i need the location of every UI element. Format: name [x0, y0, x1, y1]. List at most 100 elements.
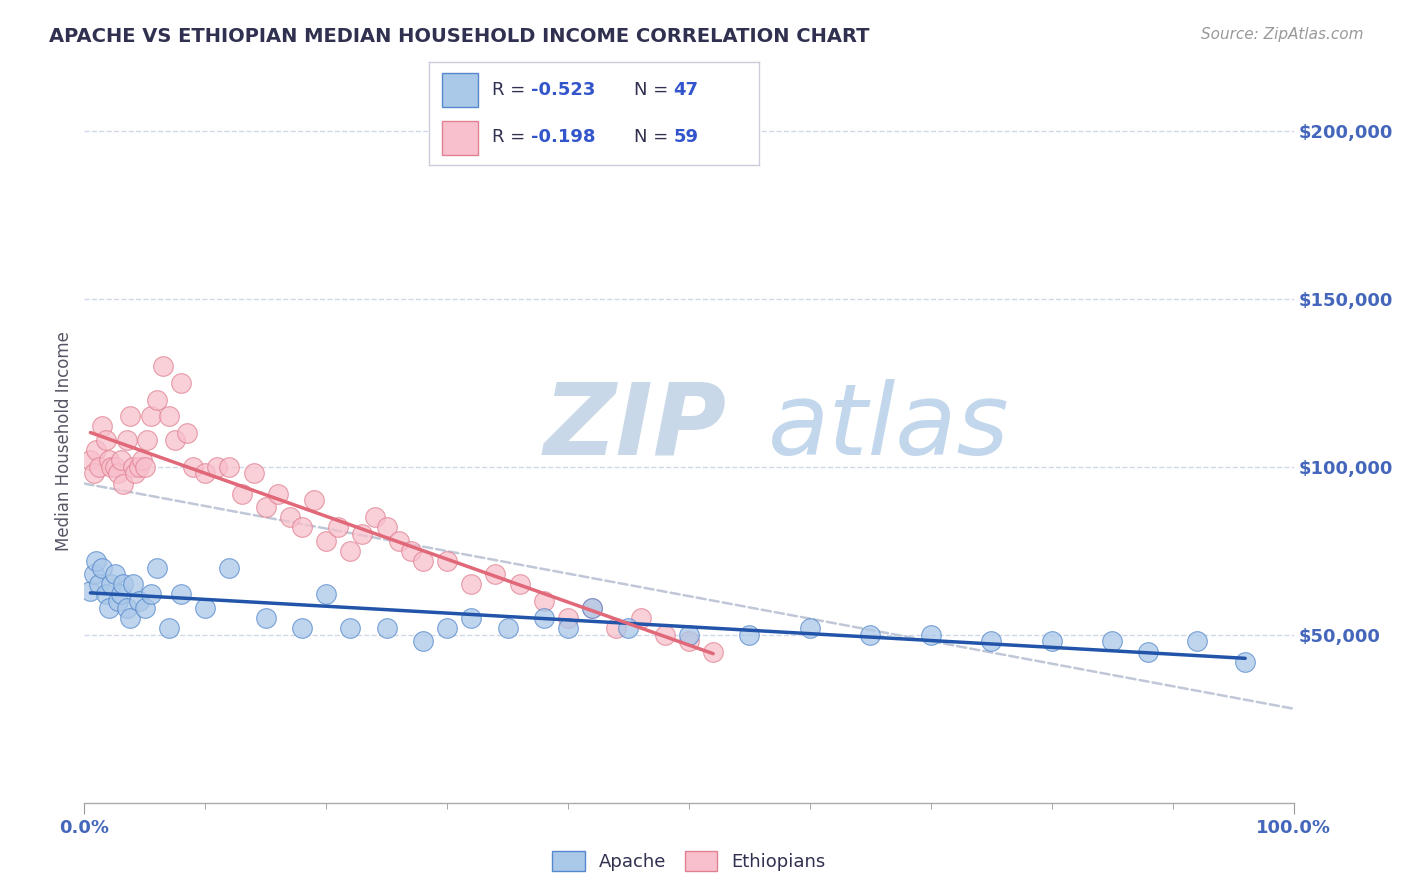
Point [1234, 655, 1257, 669]
Text: N =: N = [634, 128, 673, 146]
Point [509, 577, 531, 591]
Point [136, 433, 159, 447]
Text: -0.523: -0.523 [531, 81, 596, 99]
Point [124, 467, 146, 481]
Text: -0.198: -0.198 [531, 128, 596, 146]
Point [557, 621, 579, 635]
Text: 47: 47 [673, 81, 699, 99]
Point [121, 459, 143, 474]
Point [120, 611, 142, 625]
Point [115, 433, 138, 447]
Point [315, 533, 337, 548]
Point [97, 600, 120, 615]
Point [97, 453, 120, 467]
Point [484, 567, 506, 582]
Point [146, 560, 169, 574]
Point [146, 392, 169, 407]
Point [581, 600, 603, 615]
Point [412, 634, 434, 648]
Point [207, 459, 229, 474]
Point [799, 621, 821, 635]
Point [436, 554, 458, 568]
Point [152, 359, 174, 373]
Point [291, 621, 314, 635]
Point [79, 453, 101, 467]
Point [128, 594, 150, 608]
Point [91, 419, 114, 434]
Point [291, 520, 314, 534]
Point [170, 376, 193, 390]
Point [94, 433, 117, 447]
Point [496, 621, 519, 635]
Y-axis label: Median Household Income: Median Household Income [55, 332, 73, 551]
Point [339, 543, 361, 558]
Point [1185, 634, 1208, 648]
Point [254, 500, 277, 514]
Point [86, 442, 108, 457]
Point [980, 634, 1002, 648]
Point [328, 520, 350, 534]
Point [375, 621, 398, 635]
Point [194, 600, 217, 615]
Point [363, 510, 385, 524]
Point [107, 467, 129, 481]
Point [121, 577, 143, 591]
Point [218, 560, 240, 574]
Point [533, 611, 555, 625]
Text: ZIP: ZIP [544, 378, 727, 475]
Point [87, 577, 110, 591]
Point [104, 567, 127, 582]
Point [242, 467, 264, 481]
Point [375, 520, 398, 534]
Point [412, 554, 434, 568]
Point [94, 587, 117, 601]
Point [605, 621, 627, 635]
Text: Source: ZipAtlas.com: Source: ZipAtlas.com [1201, 27, 1364, 42]
Point [170, 587, 193, 601]
Point [134, 600, 156, 615]
Point [1101, 634, 1123, 648]
Point [859, 628, 882, 642]
Point [1040, 634, 1063, 648]
Text: APACHE VS ETHIOPIAN MEDIAN HOUSEHOLD INCOME CORRELATION CHART: APACHE VS ETHIOPIAN MEDIAN HOUSEHOLD INC… [49, 27, 870, 45]
Point [110, 453, 132, 467]
Point [83, 467, 105, 481]
Point [654, 628, 676, 642]
Point [139, 587, 162, 601]
Point [460, 577, 482, 591]
Point [388, 533, 411, 548]
Point [581, 600, 603, 615]
Point [79, 584, 101, 599]
Point [231, 486, 253, 500]
Point [678, 628, 700, 642]
Point [399, 543, 422, 558]
Point [302, 493, 325, 508]
Point [120, 409, 142, 424]
Point [738, 628, 761, 642]
Point [134, 459, 156, 474]
Point [128, 459, 150, 474]
Point [181, 459, 204, 474]
Point [87, 459, 110, 474]
Point [139, 409, 162, 424]
FancyBboxPatch shape [441, 73, 478, 106]
Point [86, 554, 108, 568]
Text: R =: R = [492, 128, 530, 146]
Point [617, 621, 640, 635]
Point [678, 634, 700, 648]
Point [1137, 644, 1160, 658]
Point [254, 611, 277, 625]
Point [218, 459, 240, 474]
Point [176, 426, 198, 441]
Point [557, 611, 579, 625]
Point [83, 567, 105, 582]
Point [131, 453, 153, 467]
Point [112, 476, 135, 491]
Point [194, 467, 217, 481]
Point [157, 409, 180, 424]
Point [115, 600, 138, 615]
FancyBboxPatch shape [441, 121, 478, 155]
Legend: Apache, Ethiopians: Apache, Ethiopians [543, 841, 835, 880]
Point [920, 628, 942, 642]
Point [702, 644, 724, 658]
